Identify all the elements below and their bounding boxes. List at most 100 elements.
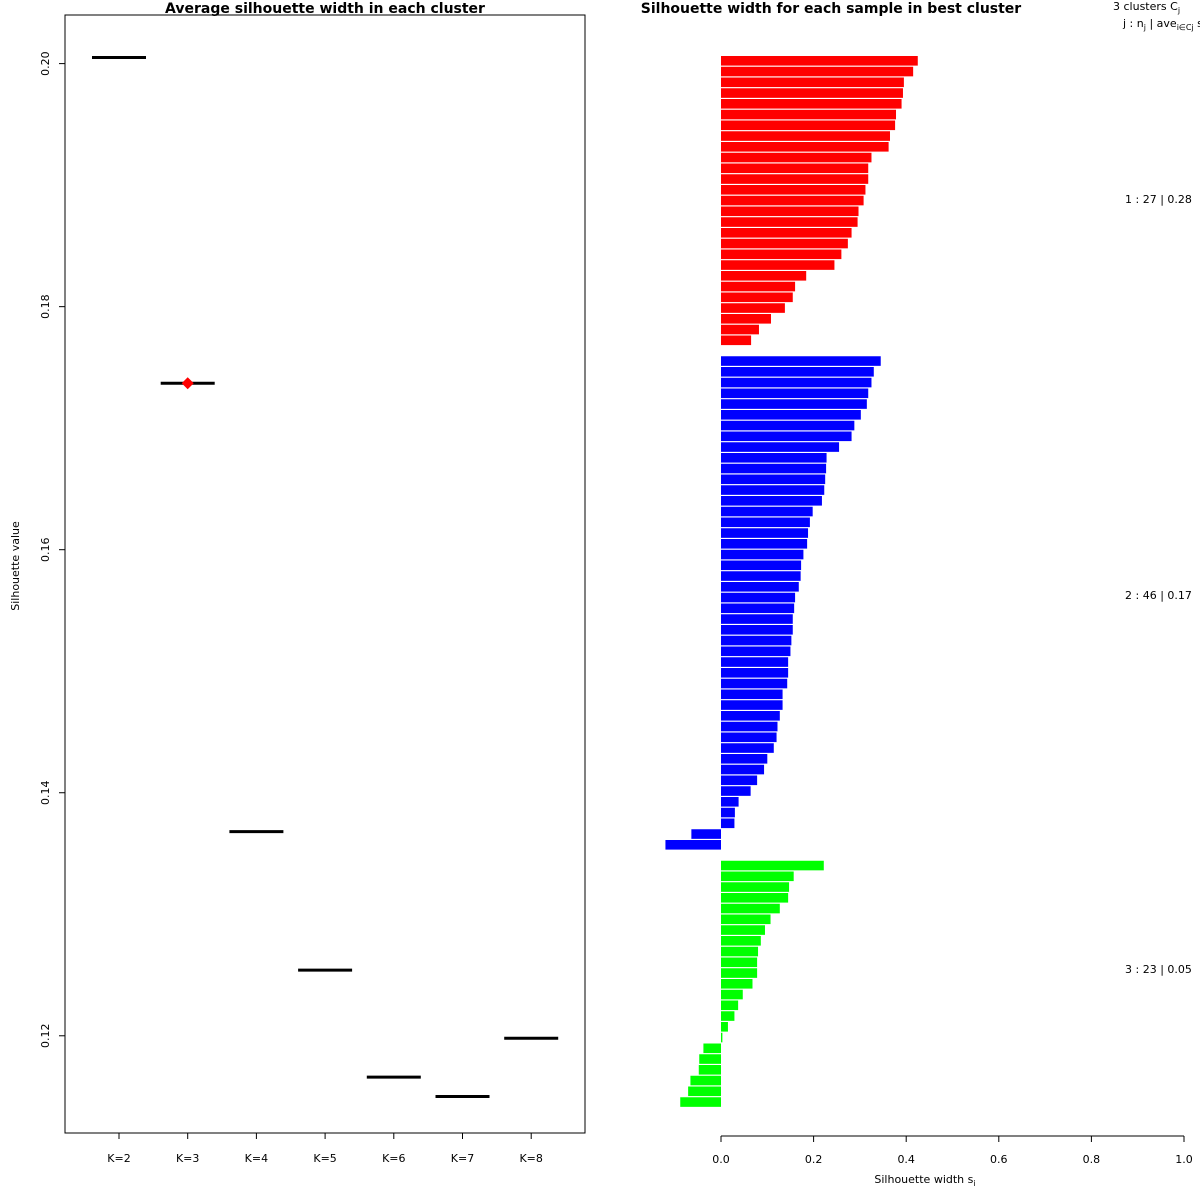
left-y-tick-label: 0.18 [39,294,52,319]
silhouette-bar-cluster-3 [721,860,824,871]
left-x-tick-label: K=2 [107,1152,130,1165]
silhouette-bar-cluster-2 [721,496,822,506]
left-panel: Average silhouette width in each cluster… [9,1,586,1165]
silhouette-bar-cluster-2 [721,410,861,420]
silhouette-bar-cluster-1 [721,120,896,131]
legend-entry-1: 1 : 27 | 0.28 [1125,193,1192,206]
silhouette-bar-cluster-1 [721,99,902,109]
silhouette-bar-cluster-3 [721,914,771,925]
left-y-tick-label: 0.16 [39,537,52,562]
silhouette-bar-cluster-1 [721,281,796,292]
silhouette-bar-cluster-1 [721,260,835,270]
legend-header-1: 3 clusters Cj [1113,0,1180,15]
silhouette-bar-cluster-3 [721,1011,735,1021]
silhouette-bar-cluster-2 [721,711,780,721]
silhouette-bar-cluster-2 [721,356,881,366]
silhouette-bar-cluster-2 [721,807,735,818]
silhouette-bar-cluster-2 [721,625,793,635]
silhouette-bar-cluster-2 [721,539,808,549]
silhouette-bar-cluster-2 [721,377,872,388]
right-x-tick-label: 0.8 [1083,1153,1101,1166]
silhouette-bar-cluster-2 [721,506,813,517]
left-y-tick-label: 0.12 [39,1024,52,1049]
silhouette-bar-cluster-2 [721,592,796,603]
silhouette-bar-cluster-1 [721,109,897,120]
silhouette-bar-cluster-3 [688,1086,721,1097]
silhouette-bar-cluster-3 [690,1075,721,1086]
silhouette-bar-cluster-1 [721,56,918,66]
left-x-tick-label: K=3 [176,1152,199,1165]
left-y-axis: 0.12 0.14 0.16 0.18 0.20 [39,51,66,1049]
left-x-tick-label: K=4 [245,1152,268,1165]
right-x-axis: 0.0 0.2 0.4 0.6 0.8 1.0 [712,1135,1193,1166]
silhouette-bar-cluster-1 [721,271,807,281]
left-y-axis-label: Silhouette value [9,521,22,611]
silhouette-bar-cluster-2 [721,453,827,463]
legend-entry-2: 2 : 46 | 0.17 [1125,589,1192,602]
silhouette-bar-cluster-2 [721,517,810,528]
silhouette-bar-cluster-2 [721,549,804,560]
silhouette-bar-cluster-2 [721,754,768,764]
silhouette-bar-cluster-3 [721,979,753,989]
left-y-tick-label: 0.14 [39,780,52,805]
silhouette-bar-cluster-1 [721,88,903,98]
best-k-marker [181,377,194,390]
right-x-tick-label: 1.0 [1175,1153,1193,1166]
left-x-tick-label: K=5 [313,1152,336,1165]
right-title: Silhouette width for each sample in best… [641,1,1022,17]
silhouette-bar-cluster-2 [721,668,789,678]
right-panel: Silhouette width for each sample in best… [641,0,1200,1188]
silhouette-bar-cluster-1 [721,314,772,324]
silhouette-bar-cluster-2 [721,743,774,753]
silhouette-bar-cluster-1 [721,217,858,227]
right-x-axis-label: Silhouette width si [874,1173,975,1188]
right-x-tick-label: 0.6 [990,1153,1008,1166]
left-x-axis: K=2 K=3 K=4 K=5 K=6 K=7 K=8 [107,1132,543,1165]
silhouette-bar-cluster-2 [721,775,758,786]
silhouette-bar-cluster-2 [721,797,739,807]
silhouette-bar-cluster-1 [721,66,914,77]
silhouette-bar-cluster-3 [721,946,759,957]
silhouette-bar-cluster-1 [721,335,752,346]
silhouette-bar-cluster-2 [721,657,789,667]
silhouette-bar-cluster-2 [721,463,827,474]
silhouette-bar-cluster-2 [721,388,869,399]
silhouette-bar-cluster-3 [721,903,780,914]
silhouette-bar-cluster-2 [721,635,792,646]
silhouette-bar-cluster-1 [721,142,889,152]
silhouette-bar-cluster-3 [721,893,789,903]
silhouette-bar-cluster-2 [721,442,840,452]
silhouette-bar-cluster-2 [691,829,721,839]
silhouette-bar-cluster-1 [721,163,869,174]
silhouette-bar-cluster-1 [721,292,793,303]
silhouette-bar-cluster-2 [721,528,809,538]
silhouette-bar-cluster-3 [703,1043,721,1054]
silhouette-bar-cluster-1 [721,238,848,249]
legend-entry-3: 3 : 23 | 0.05 [1125,963,1192,976]
silhouette-bar-cluster-2 [721,399,867,409]
silhouette-bar-cluster-3 [721,936,761,946]
legend-header-2: j : nj | avei∈Cj s [1122,17,1200,32]
silhouette-bar-cluster-3 [699,1054,721,1064]
left-plot-box [64,14,586,1134]
silhouette-bar-cluster-3 [698,1065,721,1075]
left-x-tick-label: K=8 [519,1152,542,1165]
silhouette-bar-cluster-3 [721,1000,739,1011]
silhouette-bar-cluster-2 [665,840,721,850]
silhouette-bar-cluster-2 [721,367,874,377]
silhouette-bar-cluster-1 [721,77,904,88]
right-bars [665,56,918,1107]
silhouette-bar-cluster-1 [721,249,842,260]
silhouette-bar-cluster-1 [721,303,785,313]
silhouette-bar-cluster-2 [721,646,791,657]
silhouette-bar-cluster-3 [721,968,758,978]
legend: 3 clusters Cj j : nj | avei∈Cj s 1 : 27 … [1113,0,1200,976]
silhouette-bar-cluster-3 [721,1022,728,1032]
silhouette-bar-cluster-2 [721,614,793,624]
left-x-tick-label: K=7 [451,1152,474,1165]
silhouette-bar-cluster-2 [721,700,783,710]
silhouette-bar-cluster-3 [721,1032,723,1043]
silhouette-bar-cluster-2 [721,818,735,829]
silhouette-bar-cluster-2 [721,485,825,495]
